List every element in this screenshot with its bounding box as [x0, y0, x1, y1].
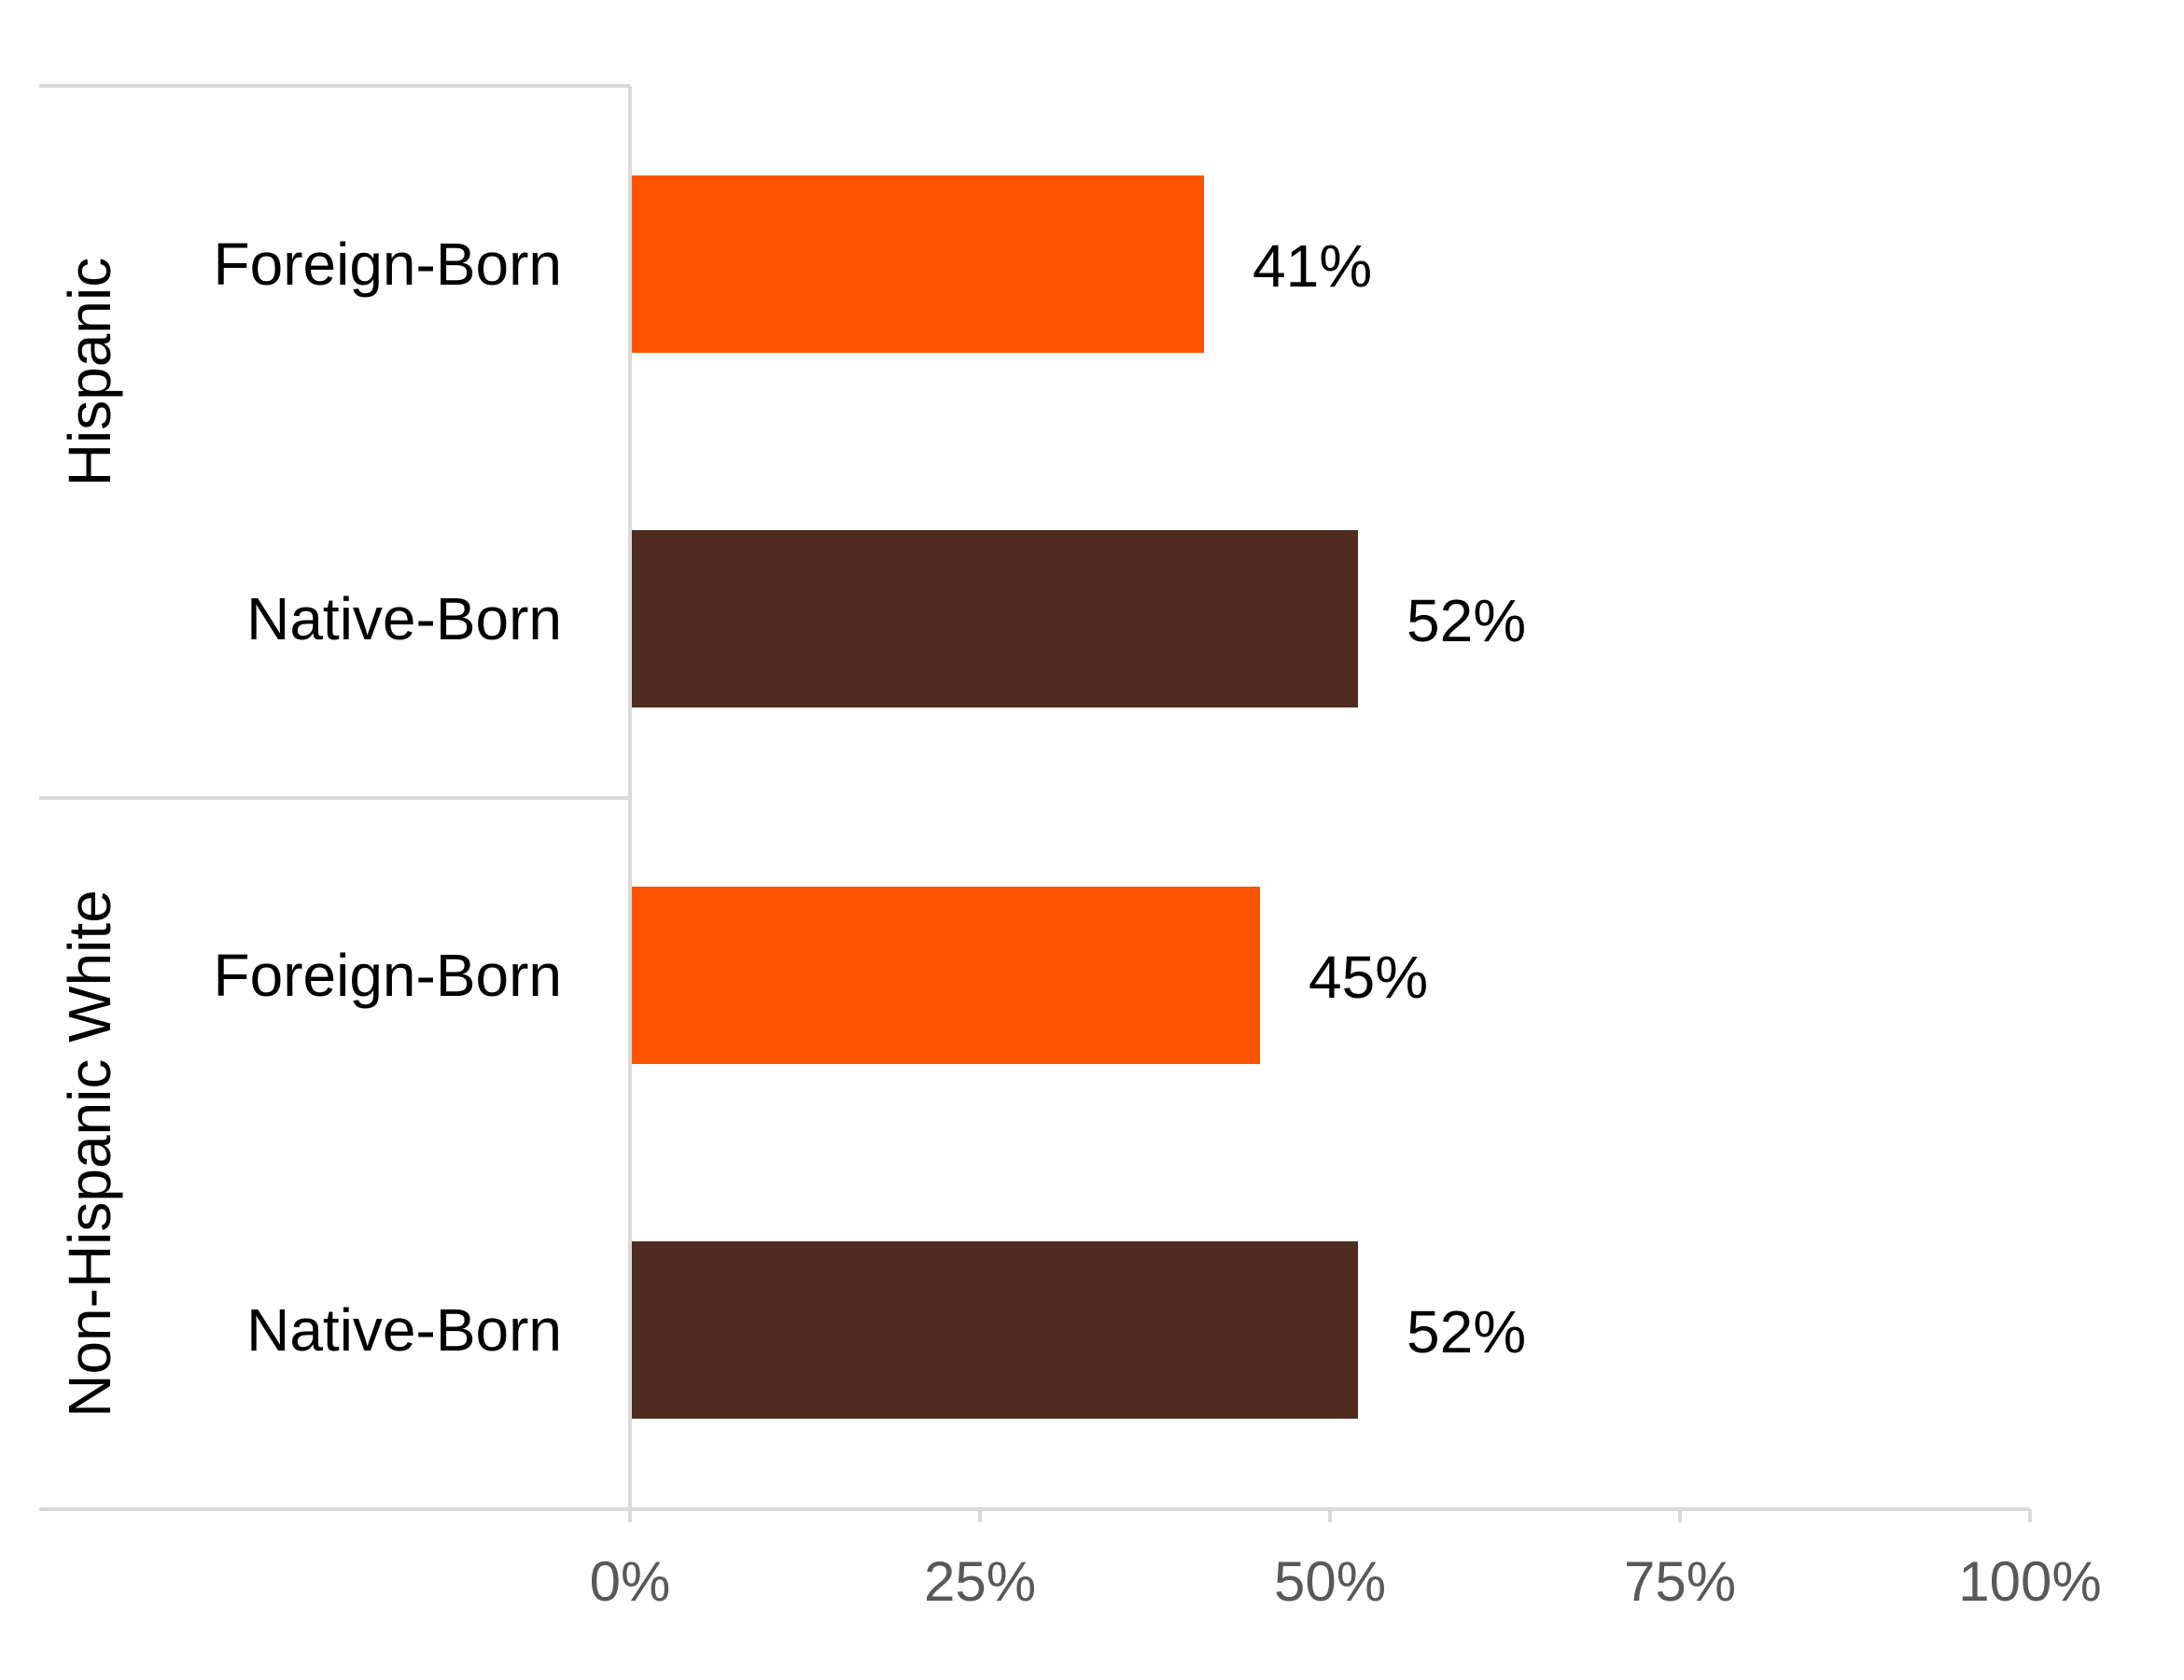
- data-label: 52%: [1407, 587, 1526, 654]
- x-tick-label: 75%: [1624, 1550, 1736, 1613]
- bar: [632, 530, 1358, 707]
- bar: [632, 887, 1260, 1064]
- bar: [632, 1241, 1358, 1419]
- category-label: Native-Born: [246, 585, 562, 652]
- x-tick-label: 25%: [924, 1550, 1036, 1613]
- data-label: 45%: [1309, 944, 1428, 1011]
- category-label: Native-Born: [246, 1296, 562, 1364]
- x-tick-label: 50%: [1274, 1550, 1386, 1613]
- group-label: Non-Hispanic White: [56, 889, 123, 1418]
- data-label: 52%: [1407, 1298, 1526, 1365]
- category-label: Foreign-Born: [214, 231, 563, 298]
- data-label: 41%: [1253, 232, 1372, 300]
- x-tick-label: 100%: [1958, 1550, 2101, 1613]
- group-label: Hispanic: [56, 258, 123, 486]
- x-tick-label: 0%: [590, 1550, 671, 1613]
- category-label: Foreign-Born: [214, 942, 563, 1009]
- bar: [632, 175, 1204, 353]
